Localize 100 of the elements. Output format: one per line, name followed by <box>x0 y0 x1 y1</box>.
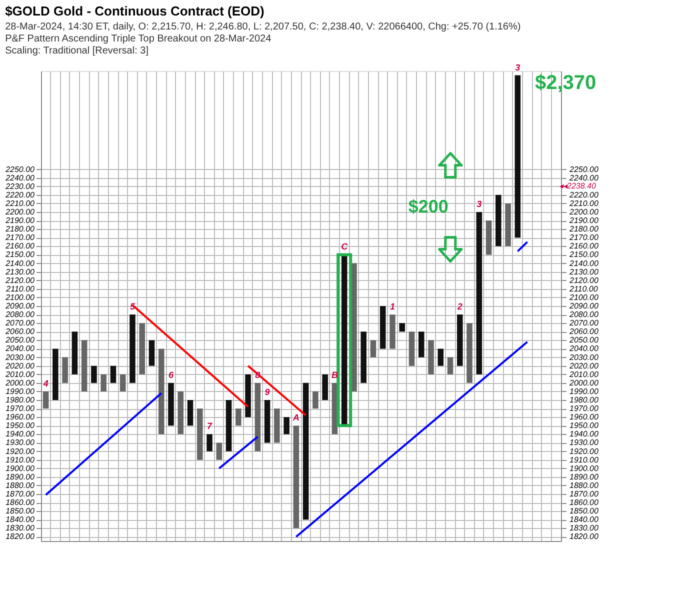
y2-tick-label: 2250.00 <box>568 164 599 174</box>
bar <box>139 323 145 374</box>
bar <box>438 348 444 366</box>
bar <box>226 400 232 452</box>
bar <box>418 332 424 358</box>
bar <box>120 374 126 392</box>
y2-tick-label: 2130.00 <box>568 267 599 276</box>
bar <box>52 348 58 400</box>
y2-tick-label: 1930.00 <box>570 438 599 448</box>
y2-tick-label: 1860.00 <box>570 498 599 508</box>
bar <box>62 357 68 383</box>
bar <box>360 332 366 383</box>
bar <box>447 357 454 374</box>
y-tick-label: 2050.00 <box>4 336 36 345</box>
y-tick-label: 1940.00 <box>6 430 36 439</box>
y-tick-label: 1910.00 <box>6 455 36 464</box>
y-tick-label: 1980.00 <box>6 396 36 404</box>
y2-tick-label: 2110.00 <box>568 284 598 294</box>
y-tick-label: 1820.00 <box>6 532 36 542</box>
bar <box>168 382 174 426</box>
bar <box>274 408 280 443</box>
y2-tick-label: 1880.00 <box>570 480 599 490</box>
y2-tick-label: 2080.00 <box>568 310 599 320</box>
y2-tick-label: 2070.00 <box>568 318 599 328</box>
bar <box>245 374 251 418</box>
y-tick-label: 2000.00 <box>4 378 36 388</box>
bar <box>91 366 97 383</box>
y-tick-label: 1950.00 <box>6 421 36 430</box>
y2-tick-label: 2190.00 <box>568 216 599 226</box>
y-tick-label: 2080.00 <box>4 310 36 320</box>
y-tick-label: 2190.00 <box>4 216 36 226</box>
bar <box>100 374 106 392</box>
y-tick-label: 2030.00 <box>4 352 36 362</box>
y2-tick-label: 2020.00 <box>568 361 599 370</box>
bar <box>293 426 300 528</box>
y2-tick-label: 1920.00 <box>570 446 599 456</box>
y2-tick-label: 2090.00 <box>568 302 599 310</box>
y-tick-label: 2020.00 <box>4 361 36 370</box>
x-tick-label: 9 <box>264 387 270 397</box>
y2-tick-label: 2140.00 <box>568 258 599 268</box>
bar <box>380 306 386 349</box>
y2-tick-label: 1960.00 <box>570 412 599 422</box>
bar <box>496 194 502 246</box>
annotation: $200 <box>408 196 448 216</box>
bar <box>236 408 242 426</box>
y-tick-label: 1920.00 <box>6 446 36 456</box>
x-tick-label: A <box>292 412 300 423</box>
y-tick-label: 1880.00 <box>6 480 36 490</box>
y2-tick-label: 2040.00 <box>568 344 599 354</box>
y2-tick-label: 2180.00 <box>568 224 599 234</box>
y-tick-label: 2100.00 <box>4 292 36 302</box>
y-tick-label: 2140.00 <box>4 258 36 268</box>
bar <box>187 400 194 426</box>
y2-tick-label: 1840.00 <box>570 515 599 524</box>
y-tick-label: 2230.00 <box>4 182 36 191</box>
bar <box>466 323 472 383</box>
bar <box>399 323 405 332</box>
y-tick-label: 2200.00 <box>4 208 36 216</box>
bar <box>428 340 434 374</box>
bar <box>42 391 49 409</box>
x-tick-label: 7 <box>207 421 214 432</box>
bar <box>130 314 136 383</box>
text: Scaling: Traditional [Reversal: 3] <box>5 45 148 56</box>
chart-title: $GOLD Gold - Continuous Contract (EOD) <box>5 3 264 18</box>
bar <box>197 408 203 460</box>
y2-tick-label: 2010.00 <box>568 370 599 379</box>
y-tick-label: 1870.00 <box>6 490 36 498</box>
y-tick-label: 2160.00 <box>4 242 36 251</box>
y-tick-label: 1830.00 <box>6 524 36 533</box>
y-tick-label: 2170.00 <box>4 233 36 242</box>
y2-tick-label: 1830.00 <box>570 524 599 533</box>
y-tick-label: 2180.00 <box>4 224 36 234</box>
y-tick-label: 1900.00 <box>6 464 36 473</box>
y2-tick-label: 2160.00 <box>568 242 599 251</box>
bar <box>216 442 222 460</box>
y-tick-label: 1840.00 <box>6 515 36 524</box>
y2-tick-label: 1950.00 <box>570 421 599 430</box>
y2-tick-label: 1980.00 <box>570 396 599 404</box>
bar <box>178 391 184 434</box>
bar <box>408 332 415 366</box>
bar <box>81 340 88 392</box>
x-tick-label: 3 <box>515 62 520 72</box>
y2-tick-label: 1870.00 <box>570 490 599 498</box>
y2-tick-label: 2240.00 <box>568 173 599 182</box>
y2-tick-label: 1970.00 <box>570 404 599 414</box>
y-tick-label: 1970.00 <box>6 404 36 414</box>
y-tick-label: 2040.00 <box>4 344 36 354</box>
y-tick-label: 1930.00 <box>6 438 36 448</box>
y2-tick-label: 1820.00 <box>570 532 599 542</box>
y2-tick-label: 1890.00 <box>570 472 599 482</box>
bar <box>486 220 492 255</box>
y-tick-label: 2060.00 <box>4 327 36 336</box>
y2-tick-label: 2210.00 <box>568 198 599 208</box>
x-tick-label: 1 <box>390 302 395 312</box>
y2-tick-label: 1850.00 <box>570 506 599 516</box>
bar <box>264 400 270 443</box>
y-tick-label: 2150.00 <box>4 250 36 260</box>
y-tick-label: 1890.00 <box>6 472 36 482</box>
bar <box>370 340 376 358</box>
x-tick-label: 6 <box>168 370 174 380</box>
